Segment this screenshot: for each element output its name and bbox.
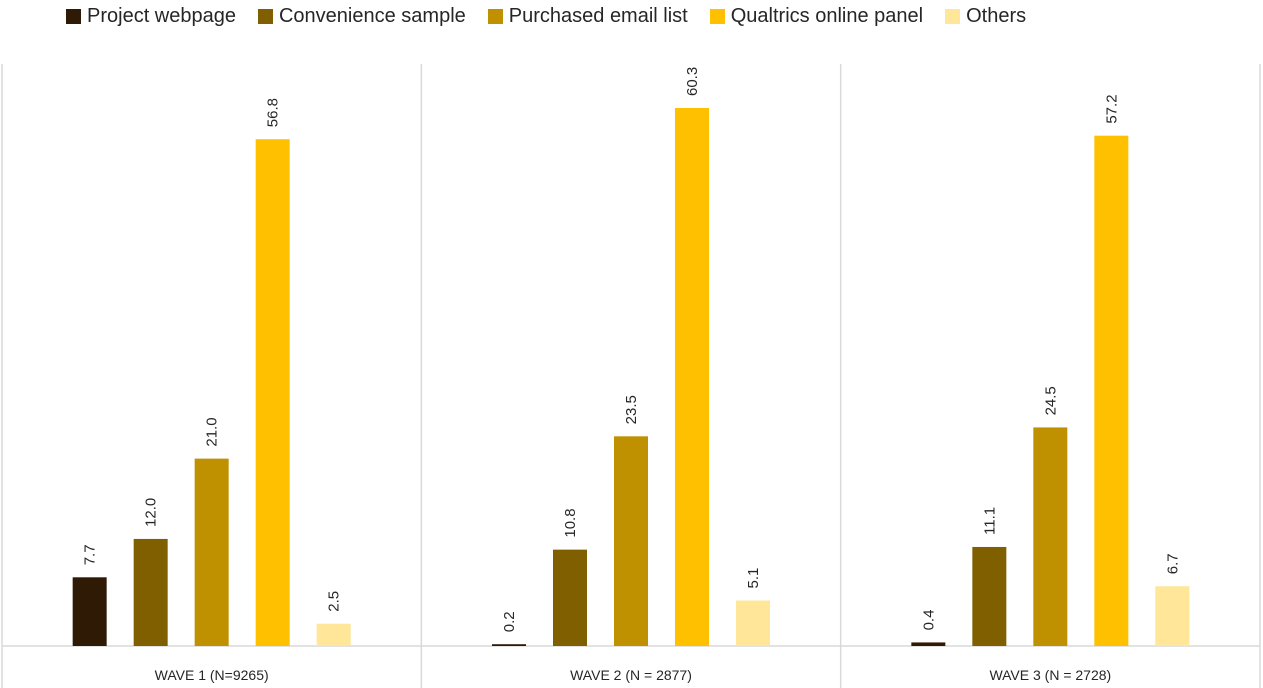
data-label: 10.8	[562, 508, 579, 537]
legend-item-convenience-sample: Convenience sample	[257, 4, 466, 28]
data-label: 60.3	[684, 67, 701, 96]
bar	[675, 108, 709, 646]
data-label: 23.5	[623, 395, 640, 424]
data-label: 24.5	[1042, 386, 1059, 415]
data-label: 2.5	[326, 591, 343, 612]
data-label: 5.1	[745, 568, 762, 589]
legend-label: Project webpage	[87, 4, 236, 27]
bar	[316, 623, 351, 646]
bar	[133, 538, 168, 646]
bar	[255, 139, 290, 646]
bar	[1094, 135, 1129, 646]
legend-label: Others	[966, 4, 1027, 27]
bar	[1033, 427, 1068, 646]
legend-label: Qualtrics online panel	[730, 4, 924, 27]
category-label: WAVE 3 (N = 2728)	[989, 667, 1111, 683]
category-label: WAVE 2 (N = 2877)	[570, 667, 692, 683]
legend-item-others: Others	[945, 5, 1026, 28]
bar	[1155, 586, 1190, 646]
data-label: 57.2	[1103, 94, 1120, 123]
legend-swatch	[66, 8, 81, 24]
legend-swatch	[945, 8, 961, 24]
bar	[972, 546, 1007, 646]
bar	[614, 436, 648, 646]
data-label: 6.7	[1164, 553, 1181, 574]
bar	[194, 458, 229, 646]
legend-label: Purchased email list	[508, 4, 688, 27]
legend: Project webpage Convenience sample Purch…	[66, 2, 1226, 30]
bar	[492, 644, 526, 646]
legend-item-qualtrics-online-panel: Qualtrics online panel	[709, 4, 924, 28]
category-label: WAVE 1 (N=9265)	[155, 667, 269, 683]
bar	[553, 549, 587, 646]
legend-label: Convenience sample	[278, 4, 466, 27]
legend-swatch	[709, 8, 725, 24]
data-label: 11.1	[981, 507, 998, 535]
legend-item-purchased-email-list: Purchased email list	[487, 4, 688, 28]
legend-swatch	[487, 8, 503, 24]
legend-item-project-webpage: Project webpage	[66, 5, 236, 28]
bar	[72, 577, 107, 646]
data-label: 21.0	[204, 417, 221, 446]
data-label: 0.4	[920, 610, 937, 631]
bar	[736, 600, 770, 646]
data-label: 56.8	[265, 98, 282, 127]
bar	[911, 642, 946, 646]
data-label: 12.0	[143, 498, 160, 527]
legend-swatch	[257, 8, 273, 24]
data-label: 7.7	[82, 544, 99, 565]
data-label: 0.2	[501, 611, 518, 632]
